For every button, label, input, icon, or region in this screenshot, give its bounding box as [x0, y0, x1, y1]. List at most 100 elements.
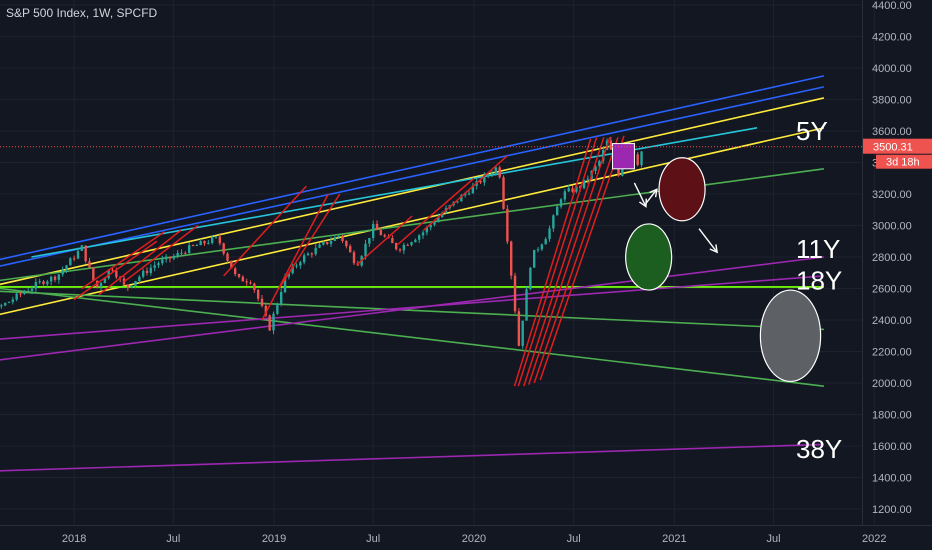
candle-body [521, 320, 524, 346]
candle-body [272, 313, 275, 331]
candle-body [141, 270, 145, 277]
arrow-head [638, 198, 647, 208]
candle-body [264, 305, 268, 316]
candle-body [176, 252, 179, 257]
candle-body [322, 241, 325, 245]
candle-body [61, 269, 64, 275]
candle-body [80, 245, 84, 251]
candle-body [161, 259, 164, 264]
candle-body [333, 237, 337, 241]
candle-body [237, 274, 241, 277]
candle-body [364, 243, 367, 257]
price-tick-label: 1800.00 [872, 410, 912, 422]
red-channel-line [528, 137, 611, 385]
candle-body [352, 252, 356, 264]
price-tick-label: 2400.00 [872, 315, 912, 327]
time-tick-label: 2018 [62, 533, 86, 545]
candle-body [69, 258, 72, 266]
time-tick-label: 2019 [262, 533, 286, 545]
candle-body [318, 244, 321, 248]
candle-body [502, 177, 505, 209]
candle-body [76, 250, 80, 259]
candle-body [230, 260, 233, 269]
trendline [0, 275, 824, 340]
red-channel-line [513, 138, 592, 387]
arrow-line [633, 182, 647, 207]
candle-body [149, 267, 153, 274]
candle-body [310, 253, 314, 255]
time-tick-label: Jul [567, 533, 581, 545]
candle-body [525, 289, 528, 321]
candle-body [440, 213, 444, 217]
candle-body [30, 288, 34, 291]
candle-body [640, 151, 643, 166]
candle-body [111, 269, 114, 271]
candle-body [532, 249, 536, 268]
candle-body [34, 281, 38, 289]
candle-body [283, 276, 287, 293]
candle-body [42, 281, 45, 285]
time-tick-label: 2021 [662, 533, 686, 545]
candle-body [103, 278, 107, 284]
candle-body [513, 275, 517, 312]
candle-body [168, 256, 172, 259]
candle-body [207, 242, 210, 244]
price-tick-label: 2800.00 [872, 252, 912, 264]
price-tick-label: 1400.00 [872, 473, 912, 485]
candle-body [172, 256, 176, 259]
projection-ellipse [658, 157, 706, 222]
candle-body [53, 276, 57, 280]
candle-body [276, 303, 279, 314]
red-channel-lines [73, 135, 625, 387]
candle-body [552, 215, 555, 229]
red-channel-line [523, 137, 605, 387]
candle-body [84, 245, 87, 262]
candle-body [260, 298, 264, 306]
projection-shapes [0, 143, 862, 383]
candle-body [506, 208, 509, 242]
candle-body [575, 186, 578, 192]
candle-body [383, 235, 386, 237]
candle-body [88, 261, 91, 268]
price-axis[interactable]: 1200.00 1400.00 1600.00 1800.00 2000.00 2200.… [862, 0, 932, 525]
arrow-line [698, 228, 718, 253]
candle-body [222, 243, 225, 254]
red-channel-line [81, 231, 165, 290]
last-price-value: 3500.31 [873, 142, 913, 154]
candle-body [329, 240, 333, 244]
candle-body [299, 262, 302, 266]
red-channel-line [223, 185, 307, 277]
candle-body [203, 241, 206, 244]
candle-body [483, 174, 486, 183]
period-label: 38Y [796, 434, 842, 464]
candle-body [594, 166, 597, 171]
price-tick-label: 4400.00 [872, 0, 912, 12]
candle-body [571, 188, 574, 192]
candle-body [536, 249, 540, 251]
candle-body [540, 244, 544, 250]
candle-body [7, 301, 11, 303]
candle-body [195, 245, 199, 247]
candle-body [130, 285, 133, 288]
candle-body [410, 242, 413, 246]
candle-body [184, 252, 187, 254]
candle-body [398, 249, 402, 251]
candle-body [164, 256, 168, 260]
candle-body [65, 265, 68, 270]
countdown-value: 3d 18h [886, 157, 920, 169]
candle-body [291, 266, 294, 274]
time-axis[interactable]: Jul2018Jul2019Jul2020Jul2021Jul2022 [0, 525, 932, 546]
candle-body [0, 305, 3, 307]
candle-body [295, 265, 298, 267]
price-tick-label: 2200.00 [872, 347, 912, 359]
red-channel-line [539, 135, 625, 381]
candle-body [582, 179, 586, 189]
candle-body [325, 241, 329, 244]
candle-body [394, 243, 398, 250]
candle-body [253, 283, 256, 290]
candle-body [138, 276, 141, 282]
candle-body [249, 282, 252, 284]
candle-body [314, 247, 317, 255]
price-tick-label: 4200.00 [872, 32, 912, 44]
